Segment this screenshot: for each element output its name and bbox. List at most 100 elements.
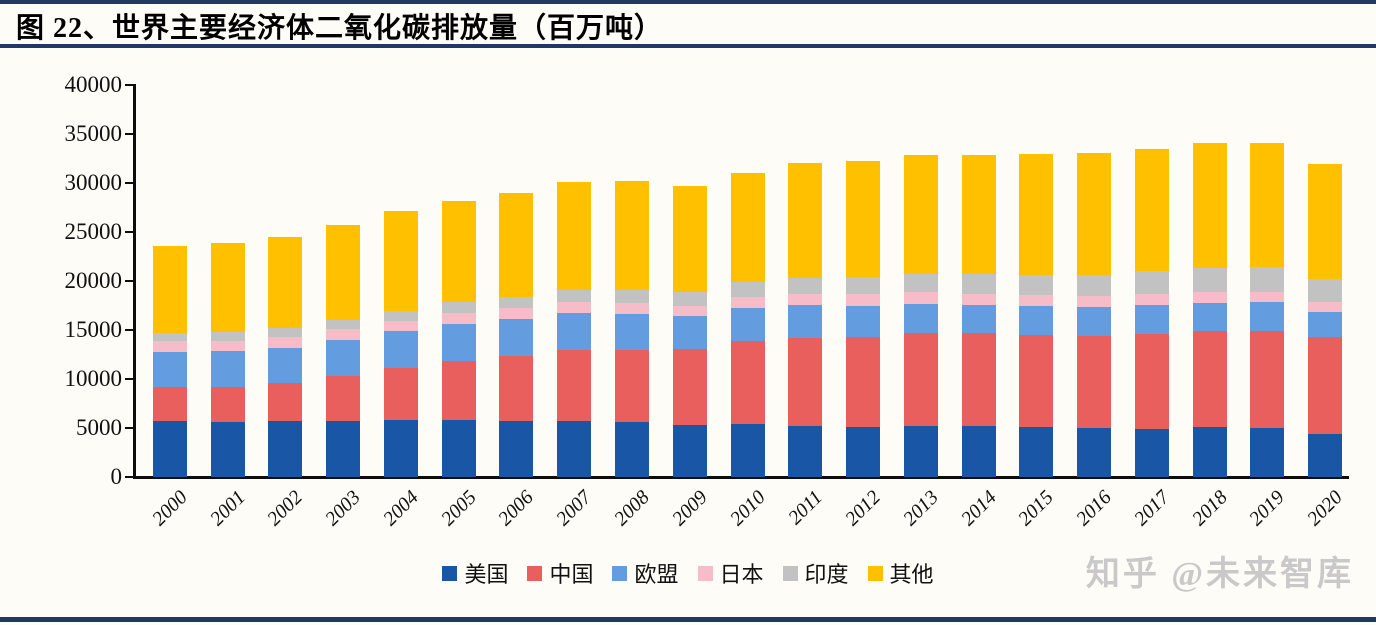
y-axis-tick bbox=[125, 182, 134, 184]
bar-2006-segment-others bbox=[499, 192, 534, 298]
bar-2001-segment-japan bbox=[210, 340, 245, 352]
bar-2020-segment-india bbox=[1308, 279, 1343, 302]
bar-2013-segment-us bbox=[903, 425, 938, 477]
bar-2007-segment-india bbox=[557, 290, 592, 303]
y-axis-label: 25000 bbox=[64, 219, 123, 244]
bar-2003-segment-others bbox=[326, 225, 361, 320]
bar-2007-segment-us bbox=[557, 420, 592, 477]
y-axis-tick bbox=[125, 280, 134, 282]
x-axis-label-2015: 2015 bbox=[1014, 486, 1059, 531]
bar-2008-segment-japan bbox=[614, 302, 649, 314]
bar-2002 bbox=[268, 236, 303, 477]
legend-swatch-us bbox=[442, 565, 458, 581]
bar-2008-segment-others bbox=[614, 180, 649, 291]
legend-swatch-eu bbox=[612, 565, 628, 581]
x-axis-label-2017: 2017 bbox=[1129, 486, 1174, 531]
bar-2019-segment-japan bbox=[1250, 292, 1285, 303]
bar-2003-segment-china bbox=[326, 376, 361, 421]
bar-2004-segment-others bbox=[383, 211, 418, 311]
bar-2009-segment-china bbox=[672, 349, 707, 426]
y-axis-label: 40000 bbox=[64, 72, 123, 97]
bar-2005-segment-others bbox=[441, 201, 476, 303]
bar-2016-segment-japan bbox=[1077, 296, 1112, 308]
bar-2017-segment-us bbox=[1134, 428, 1169, 477]
bar-2009-segment-india bbox=[672, 292, 707, 307]
bar-2000-segment-china bbox=[152, 387, 187, 422]
bar-2018-segment-india bbox=[1192, 268, 1227, 292]
bar-2005-segment-eu bbox=[441, 323, 476, 361]
bar-2012-segment-china bbox=[846, 337, 881, 428]
bar-2015-segment-china bbox=[1019, 334, 1054, 427]
legend-label-japan: 日本 bbox=[719, 562, 764, 587]
bar-2013-segment-japan bbox=[903, 292, 938, 305]
y-axis-tick bbox=[125, 427, 134, 429]
bar-2011-segment-others bbox=[788, 163, 823, 279]
bar-2009-segment-japan bbox=[672, 306, 707, 317]
y-axis-label: 35000 bbox=[64, 121, 123, 146]
bar-2010-segment-china bbox=[730, 341, 765, 425]
bar-2010-segment-india bbox=[730, 281, 765, 297]
bar-2020-segment-eu bbox=[1308, 311, 1343, 338]
legend-swatch-india bbox=[782, 565, 798, 581]
legend-swatch-others bbox=[867, 565, 883, 581]
bar-2011-segment-us bbox=[788, 425, 823, 477]
bar-2001-segment-eu bbox=[210, 351, 245, 387]
bar-2014-segment-eu bbox=[961, 305, 996, 333]
bar-2001 bbox=[210, 243, 245, 477]
bar-2003-segment-japan bbox=[326, 328, 361, 340]
x-axis-label-2013: 2013 bbox=[898, 486, 943, 531]
bar-2001-segment-others bbox=[210, 243, 245, 333]
bar-2007-segment-japan bbox=[557, 302, 592, 314]
bar-2015-segment-india bbox=[1019, 274, 1054, 296]
y-axis-label: 5000 bbox=[76, 415, 122, 440]
bar-2016-segment-others bbox=[1077, 153, 1112, 276]
y-axis-label: 20000 bbox=[64, 268, 123, 293]
legend-item-india: 印度 bbox=[782, 557, 849, 589]
watermark: 知乎 @未来智库 bbox=[1085, 556, 1354, 593]
bar-2012-segment-others bbox=[846, 160, 881, 278]
x-axis-label-2007: 2007 bbox=[552, 486, 597, 531]
x-axis-label-2010: 2010 bbox=[725, 486, 770, 531]
bar-2014-segment-india bbox=[961, 273, 996, 294]
x-axis-label-2011: 2011 bbox=[784, 486, 828, 530]
bar-2011-segment-eu bbox=[788, 305, 823, 338]
bar-2005-segment-india bbox=[441, 302, 476, 313]
bar-2018-segment-others bbox=[1192, 143, 1227, 268]
bar-2009-segment-us bbox=[672, 425, 707, 477]
bar-2002-segment-japan bbox=[268, 336, 303, 348]
bar-2003-segment-us bbox=[326, 420, 361, 477]
bar-2018-segment-us bbox=[1192, 426, 1227, 477]
bar-2012-segment-india bbox=[846, 277, 881, 294]
bar-2000-segment-others bbox=[152, 245, 187, 334]
legend-label-eu: 欧盟 bbox=[634, 562, 679, 587]
bar-2004-segment-india bbox=[383, 310, 418, 321]
bar-2002-segment-others bbox=[268, 236, 303, 329]
y-axis-tick bbox=[125, 231, 134, 233]
y-axis-label: 30000 bbox=[64, 170, 123, 195]
bar-2018-segment-china bbox=[1192, 331, 1227, 427]
legend-label-others: 其他 bbox=[889, 562, 934, 587]
y-axis-label: 15000 bbox=[64, 317, 123, 342]
bar-2007-segment-china bbox=[557, 350, 592, 421]
top-rule bbox=[0, 0, 1376, 4]
legend-item-japan: 日本 bbox=[697, 557, 764, 589]
x-axis-label-2020: 2020 bbox=[1303, 486, 1347, 531]
legend-label-india: 印度 bbox=[804, 562, 849, 587]
bar-2015-segment-eu bbox=[1019, 306, 1054, 335]
x-axis-label-2008: 2008 bbox=[609, 486, 654, 531]
bar-2006-segment-eu bbox=[499, 319, 534, 357]
x-axis-label-2009: 2009 bbox=[667, 486, 712, 531]
bar-2005 bbox=[441, 201, 476, 477]
bar-2003 bbox=[326, 225, 361, 477]
bar-2012 bbox=[846, 160, 881, 477]
bar-2006 bbox=[499, 192, 534, 477]
bottom-rule bbox=[0, 617, 1376, 622]
bar-2000 bbox=[152, 245, 187, 477]
legend-item-others: 其他 bbox=[867, 557, 934, 589]
bar-2017-segment-japan bbox=[1134, 293, 1169, 305]
bar-2014-segment-us bbox=[961, 425, 996, 477]
bar-2002-segment-us bbox=[268, 421, 303, 477]
y-axis-label: 0 bbox=[110, 464, 123, 489]
bar-2006-segment-china bbox=[499, 356, 534, 422]
